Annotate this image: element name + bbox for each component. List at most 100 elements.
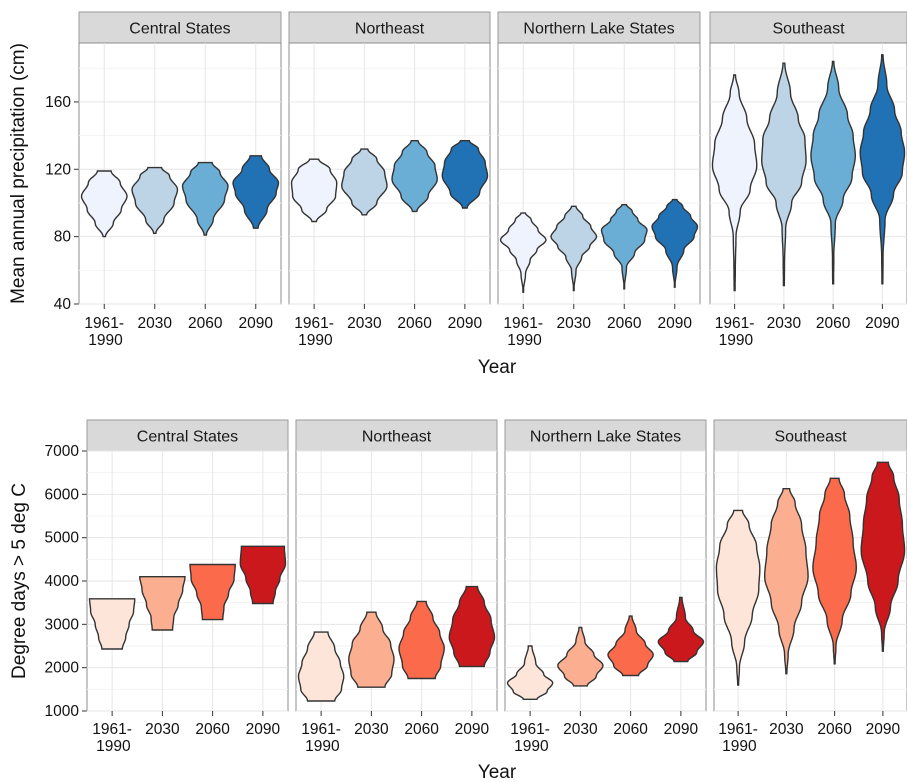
violin-northeast-1 <box>341 148 388 216</box>
violin-northern-lake-states-3 <box>657 596 705 663</box>
degdays-panel: Southeast 1961-1990 2030 2060 2090 <box>713 419 907 755</box>
x-tick-label: 2090 <box>865 315 900 332</box>
degdays-y-tick-label: 7000 <box>45 443 80 460</box>
x-tick-label: 2090 <box>246 721 281 738</box>
precip-y-tick-label: 40 <box>54 296 72 313</box>
violin-central-states-3 <box>239 545 287 605</box>
x-tick-label: 1961-1990 <box>92 721 132 755</box>
degdays-panel: Northern Lake States 1961-1990 2030 2060 209… <box>504 419 707 755</box>
precip-panel: Northern Lake States 1961-1990 2030 2060 209… <box>497 11 701 349</box>
violin-northern-lake-states-2 <box>607 615 654 677</box>
x-tick-label: 1961-1990 <box>718 721 758 755</box>
facet-strip-label: Southeast <box>772 21 845 38</box>
violin-central-states-2 <box>181 161 229 236</box>
x-tick-label: 1961-1990 <box>84 315 124 349</box>
violin-northeast-2 <box>391 140 438 213</box>
violin-central-states-1 <box>139 576 186 631</box>
violin-central-states-2 <box>189 563 236 621</box>
precip-y-tick-label: 80 <box>54 229 72 246</box>
x-tick-label: 2030 <box>145 721 180 738</box>
x-tick-label: 1961-1990 <box>294 315 334 349</box>
violin-central-states-3 <box>232 155 280 229</box>
facet-strip-label: Central States <box>129 21 230 38</box>
degdays-chart: 1000 2000 3000 4000 5000 6000 7000 Degree days … <box>9 419 907 782</box>
x-tick-label: 2030 <box>563 721 598 738</box>
precip-panel: Southeast 1961-1990 2030 2060 2090 <box>709 11 907 349</box>
x-tick-label: 2060 <box>613 721 648 738</box>
violin-northern-lake-states-2 <box>600 204 648 290</box>
facet-strip <box>295 419 498 452</box>
x-tick-label: 2060 <box>397 315 432 332</box>
violin-central-states-0 <box>88 598 136 650</box>
x-tick-label: 2090 <box>866 721 901 738</box>
precip-x-axis-title: Year <box>478 357 517 378</box>
violin-northeast-1 <box>348 611 395 688</box>
precip-panel: Central States 1961-1990 2030 2060 2090 <box>78 11 282 349</box>
violin-northeast-3 <box>448 585 496 668</box>
degdays-x-axis-title: Year <box>478 762 517 782</box>
precip-y-axis-title: Mean annual precipitation (cm) <box>8 43 29 304</box>
violin-northeast-2 <box>398 600 445 680</box>
violin-southeast-0 <box>711 74 758 292</box>
degdays-panel: Central States 1961-1990 2030 2060 2090 <box>86 419 289 755</box>
x-tick-label: 1961-1990 <box>503 315 543 349</box>
x-tick-label: 2060 <box>607 315 642 332</box>
violin-southeast-2 <box>812 477 858 665</box>
precip-y-tick-label: 120 <box>45 161 71 178</box>
violin-southeast-1 <box>760 62 807 287</box>
x-tick-label: 2090 <box>448 315 483 332</box>
facet-strip <box>497 11 701 44</box>
violin-southeast-3 <box>860 461 906 652</box>
facet-strip-label: Central States <box>137 429 238 446</box>
x-tick-label: 2030 <box>347 315 382 332</box>
violin-southeast-0 <box>715 509 761 686</box>
x-tick-label: 2090 <box>455 721 490 738</box>
violin-northern-lake-states-0 <box>506 645 554 700</box>
x-tick-label: 2030 <box>767 315 802 332</box>
facet-strip-label: Northeast <box>362 429 432 446</box>
degdays-y-tick-label: 4000 <box>45 573 80 590</box>
x-tick-label: 1961-1990 <box>510 721 550 755</box>
degdays-y-tick-label: 2000 <box>45 660 80 677</box>
facet-strip <box>713 419 907 452</box>
degdays-panel: Northeast 1961-1990 2030 2060 2090 <box>295 419 498 755</box>
degdays-y-axis-title: Degree days > 5 deg C <box>9 483 30 679</box>
violin-northeast-3 <box>441 140 489 209</box>
degdays-y-tick-label: 1000 <box>45 703 80 720</box>
x-tick-label: 2030 <box>557 315 592 332</box>
degdays-y-tick-label: 5000 <box>45 530 80 547</box>
precip-y-tick-label: 160 <box>45 94 71 111</box>
x-tick-label: 2030 <box>138 315 173 332</box>
x-tick-label: 2060 <box>188 315 223 332</box>
panel-background <box>497 42 701 305</box>
violin-northern-lake-states-3 <box>651 198 699 288</box>
violin-southeast-2 <box>810 60 857 285</box>
facet-strip-label: Northern Lake States <box>530 429 681 446</box>
violin-central-states-1 <box>131 166 179 234</box>
facet-strip-label: Southeast <box>774 429 847 446</box>
violin-northern-lake-states-0 <box>499 212 547 293</box>
degdays-y-tick-label: 6000 <box>45 486 80 503</box>
x-tick-label: 2030 <box>354 721 389 738</box>
facet-strip-label: Northeast <box>355 21 425 38</box>
violin-central-states-0 <box>80 170 128 238</box>
precip-panel: Northeast 1961-1990 2030 2060 2090 <box>288 11 491 349</box>
violin-northeast-0 <box>297 631 345 702</box>
violin-southeast-3 <box>859 54 906 285</box>
x-tick-label: 2090 <box>239 315 274 332</box>
x-tick-label: 2060 <box>817 721 852 738</box>
facet-strip-label: Northern Lake States <box>523 21 674 38</box>
x-tick-label: 2030 <box>769 721 804 738</box>
x-tick-label: 1961-1990 <box>301 721 341 755</box>
precip-chart: 40 80 120 160 Mean annual precipitation (cm)… <box>8 11 907 378</box>
x-tick-label: 2060 <box>195 721 230 738</box>
x-tick-label: 1961-1990 <box>715 315 755 349</box>
violin-northern-lake-states-1 <box>550 205 598 292</box>
x-tick-label: 2060 <box>816 315 851 332</box>
violin-northeast-0 <box>290 158 338 223</box>
violin-southeast-1 <box>764 488 809 675</box>
violin-northern-lake-states-1 <box>557 626 604 687</box>
facet-strip <box>78 11 282 44</box>
x-tick-label: 2090 <box>664 721 699 738</box>
